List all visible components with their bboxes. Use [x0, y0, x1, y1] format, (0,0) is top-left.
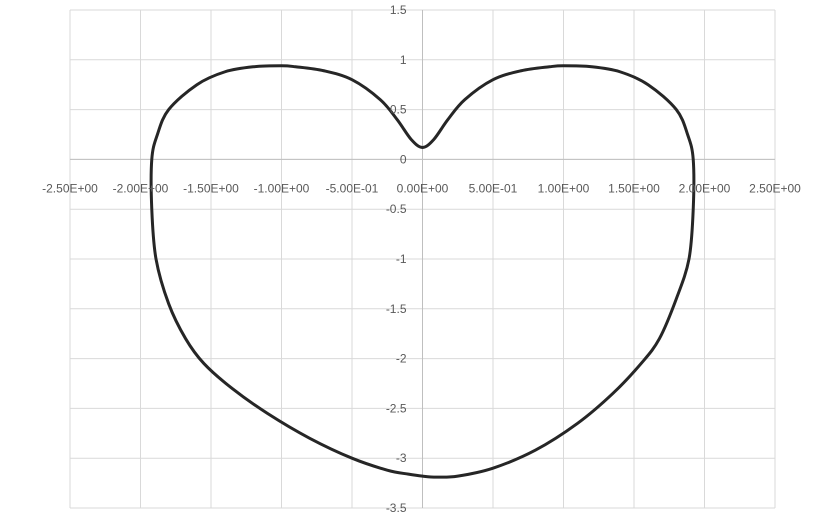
y-tick-label: -0.5	[386, 202, 407, 216]
y-tick-label: -2	[396, 352, 407, 366]
x-tick-label: -2.00E+00	[113, 181, 169, 195]
series-line	[149, 64, 696, 479]
y-tick-label: -3.5	[386, 501, 407, 515]
x-tick-label: 2.00E+00	[679, 181, 731, 195]
x-tick-label: 0.00E+00	[397, 181, 449, 195]
series-group	[149, 64, 696, 479]
x-tick-label: 2.50E+00	[749, 181, 801, 195]
x-tick-label: -1.50E+00	[183, 181, 239, 195]
y-tick-label: -2.5	[386, 401, 407, 415]
y-tick-label: 0	[400, 152, 407, 166]
x-tick-label: 1.00E+00	[538, 181, 590, 195]
x-tick-label: -1.00E+00	[254, 181, 310, 195]
x-tick-label: 1.50E+00	[608, 181, 660, 195]
axes	[70, 10, 775, 508]
x-tick-label: -2.50E+00	[42, 181, 98, 195]
x-tick-labels: -2.50E+00 -2.00E+00 -1.50E+00 -1.00E+00 -5.0…	[42, 181, 801, 195]
y-tick-label: 1	[400, 53, 407, 67]
y-tick-label: 1.5	[390, 3, 407, 17]
y-tick-labels: -3.5 -3 -2.5 -2 -1.5 -1 -0.5 0 0.5 1 1.5	[386, 3, 407, 515]
y-tick-label: -1	[396, 252, 407, 266]
x-tick-label: 5.00E-01	[469, 181, 518, 195]
y-tick-label: 0.5	[390, 103, 407, 117]
y-tick-label: -3	[396, 451, 407, 465]
x-tick-label: -5.00E-01	[326, 181, 379, 195]
y-tick-label: -1.5	[386, 302, 407, 316]
